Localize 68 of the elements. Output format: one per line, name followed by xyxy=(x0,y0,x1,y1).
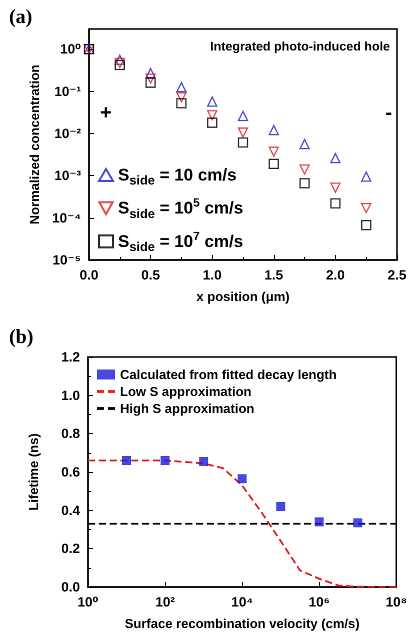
y-tick-label: 1.0 xyxy=(61,388,80,403)
point xyxy=(238,474,247,484)
x-tick-label: 0.0 xyxy=(80,268,98,282)
x-axis-title: Surface recombination velocity (cm/s) xyxy=(124,616,360,631)
point xyxy=(299,138,310,150)
y-tick-label: 10⁻⁴ xyxy=(52,210,81,226)
point xyxy=(268,124,279,136)
x-tick-label: 10² xyxy=(155,594,176,610)
y-tick-label: 10⁻³ xyxy=(54,168,82,184)
point xyxy=(268,146,279,157)
y-tick-label: 10⁻⁵ xyxy=(52,252,81,268)
x-tick-label: 10⁸ xyxy=(386,594,408,610)
x-tick-label: 10⁴ xyxy=(231,594,253,610)
x-tick-label: 1.0 xyxy=(202,268,222,282)
legend-label: Calculated from fitted decay length xyxy=(120,367,337,382)
y-axis-title: Normalized concentration xyxy=(27,64,42,224)
point xyxy=(176,82,187,92)
point xyxy=(199,456,208,466)
point xyxy=(330,152,341,164)
point xyxy=(238,127,248,138)
point xyxy=(276,502,286,511)
chart-title: (b) xyxy=(9,326,34,348)
point xyxy=(361,171,372,182)
annotation: - xyxy=(385,102,392,124)
x-tick-label: 0.5 xyxy=(141,268,160,282)
point xyxy=(160,456,170,465)
y-tick-label: 10⁻² xyxy=(54,126,82,141)
annotation: Integrated photo-induced hole xyxy=(210,40,390,54)
legend-label: High S approximation xyxy=(120,401,254,416)
point xyxy=(361,202,372,214)
y-tick-label: 0.4 xyxy=(61,502,80,518)
y-tick-label: 10⁰ xyxy=(60,42,82,57)
x-tick-label: 10⁰ xyxy=(78,594,99,610)
y-tick-label: 0.6 xyxy=(61,464,80,480)
x-tick-label: 1.5 xyxy=(264,268,284,282)
point xyxy=(299,178,310,188)
y-tick-label: 0.0 xyxy=(61,580,80,594)
point xyxy=(330,182,341,193)
y-tick-label: 1.2 xyxy=(61,350,80,364)
x-tick-label: 2.5 xyxy=(388,268,407,282)
annotation: + xyxy=(100,102,112,124)
point xyxy=(207,96,218,107)
y-tick-label: 0.2 xyxy=(61,541,80,556)
point xyxy=(176,98,187,108)
point xyxy=(353,518,362,528)
x-tick-label: 2.0 xyxy=(326,268,345,282)
y-tick-label: 0.8 xyxy=(61,426,80,442)
x-axis-title: x position (μm) xyxy=(196,289,290,304)
x-tick-label: 10⁶ xyxy=(308,594,330,610)
point xyxy=(238,110,248,122)
point xyxy=(361,220,372,230)
point xyxy=(145,68,156,78)
point xyxy=(145,73,156,84)
point xyxy=(330,198,341,209)
point xyxy=(207,110,218,120)
point xyxy=(145,78,156,88)
point xyxy=(238,137,248,148)
legend-label: Low S approximation xyxy=(120,384,252,399)
point xyxy=(114,54,125,65)
point xyxy=(176,92,187,102)
point xyxy=(314,517,324,526)
y-tick-label: 10⁻¹ xyxy=(54,84,82,99)
point xyxy=(268,158,279,170)
point xyxy=(122,456,132,465)
point xyxy=(299,164,310,175)
chart-title: (a) xyxy=(9,6,32,28)
point xyxy=(207,118,218,128)
y-axis-title: Lifetime (ns) xyxy=(26,433,41,511)
